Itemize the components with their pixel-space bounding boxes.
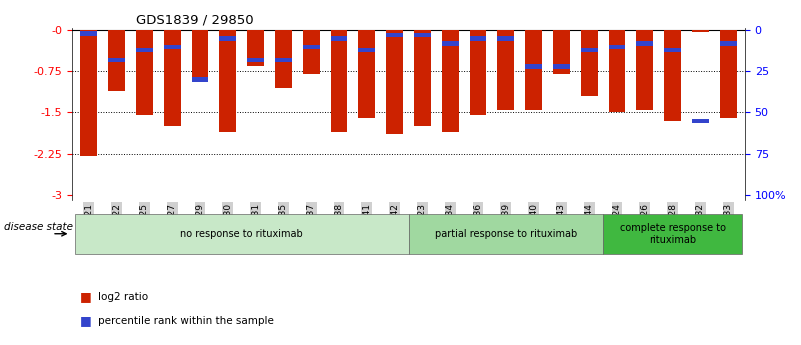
Bar: [359, 30, 375, 118]
Bar: [108, 58, 125, 62]
Bar: [191, 30, 208, 77]
Bar: [248, 30, 264, 66]
Bar: [664, 30, 681, 121]
Bar: [386, 30, 403, 135]
Bar: [248, 58, 264, 62]
Bar: [136, 30, 153, 115]
Bar: [692, 30, 709, 32]
Bar: [581, 30, 598, 96]
Bar: [414, 30, 431, 126]
Bar: [497, 36, 514, 41]
Bar: [191, 77, 208, 82]
Bar: [525, 64, 542, 69]
Bar: [553, 30, 570, 74]
Text: GDS1839 / 29850: GDS1839 / 29850: [136, 14, 254, 27]
Bar: [303, 30, 320, 74]
Bar: [553, 64, 570, 69]
Bar: [359, 48, 375, 52]
Bar: [219, 30, 236, 132]
Bar: [303, 45, 320, 49]
Text: percentile rank within the sample: percentile rank within the sample: [98, 316, 274, 326]
Bar: [442, 41, 458, 46]
Text: disease state: disease state: [4, 222, 73, 232]
Bar: [386, 33, 403, 38]
Bar: [219, 36, 236, 41]
Text: ■: ■: [80, 314, 92, 327]
Bar: [692, 118, 709, 123]
Bar: [637, 30, 653, 110]
Bar: [609, 30, 626, 112]
Bar: [80, 31, 97, 36]
Bar: [442, 30, 458, 132]
Bar: [581, 48, 598, 52]
Bar: [664, 48, 681, 52]
Bar: [164, 30, 180, 126]
Bar: [275, 30, 292, 88]
Bar: [136, 48, 153, 52]
Text: complete response to
rituximab: complete response to rituximab: [620, 223, 726, 245]
Bar: [637, 41, 653, 46]
Bar: [164, 45, 180, 49]
Bar: [497, 30, 514, 110]
Bar: [331, 36, 348, 41]
Text: no response to rituximab: no response to rituximab: [180, 229, 303, 239]
Bar: [469, 36, 486, 41]
Bar: [720, 30, 737, 118]
Bar: [525, 30, 542, 110]
Text: log2 ratio: log2 ratio: [98, 292, 148, 302]
Bar: [720, 41, 737, 46]
Bar: [331, 30, 348, 132]
Bar: [469, 30, 486, 115]
Bar: [80, 30, 97, 156]
Bar: [414, 33, 431, 38]
Bar: [275, 58, 292, 62]
Bar: [108, 30, 125, 91]
Bar: [609, 45, 626, 49]
Text: partial response to rituximab: partial response to rituximab: [435, 229, 577, 239]
Text: ■: ■: [80, 290, 92, 303]
